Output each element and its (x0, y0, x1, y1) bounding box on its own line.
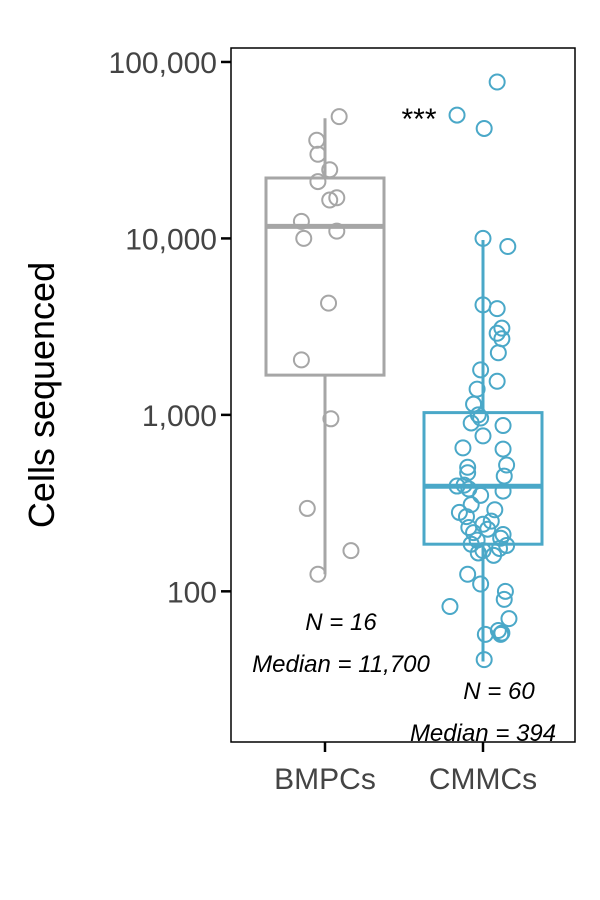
data-point (309, 173, 327, 191)
data-point (488, 300, 506, 318)
data-point (448, 106, 466, 124)
data-point (486, 501, 504, 519)
data-point (459, 565, 477, 583)
data-point (342, 542, 360, 560)
data-point (474, 427, 492, 445)
data-point (328, 189, 346, 207)
data-point (309, 565, 327, 583)
data-point (493, 319, 511, 337)
data-point (321, 191, 339, 209)
data-point (460, 519, 478, 537)
data-point (454, 439, 472, 457)
x-tick-label: CMMCs (429, 763, 537, 796)
plot-panel (230, 47, 576, 743)
x-axis: BMPCs CMMCs (274, 742, 537, 796)
data-point (465, 395, 483, 413)
data-point (475, 651, 493, 669)
data-point (474, 229, 492, 247)
data-point (455, 476, 473, 494)
data-point (292, 212, 310, 230)
y-axis: 100 1,000 10,000 100,000 (109, 47, 231, 609)
data-point (292, 351, 310, 369)
data-point (476, 625, 494, 643)
data-point (309, 145, 327, 163)
data-point (308, 131, 326, 149)
data-point (322, 410, 340, 428)
data-point (459, 458, 477, 476)
data-point (495, 590, 513, 608)
data-point (485, 546, 503, 564)
median-label: Median = 394 (410, 720, 556, 747)
box-group-bmpcs: N = 16 Median = 11,700 (252, 108, 430, 678)
x-tick-label: BMPCs (274, 763, 376, 796)
data-point (488, 372, 506, 390)
data-point (498, 456, 516, 474)
y-tick-label: 100 (167, 576, 217, 609)
data-point (448, 477, 466, 495)
data-point (494, 440, 512, 458)
data-point (459, 464, 477, 482)
data-point (496, 582, 514, 600)
box-group-cmmcs: N = 60 Median = 394 (410, 73, 556, 747)
data-point (328, 222, 346, 240)
data-point (488, 73, 506, 91)
data-point (494, 482, 512, 500)
data-point (321, 161, 339, 179)
n-label: N = 16 (305, 609, 377, 636)
data-point (488, 324, 506, 342)
box-groups: N = 16 Median = 11,700 N = 60 Median = 394 (252, 73, 556, 747)
data-point (320, 294, 338, 312)
data-point (295, 229, 313, 247)
n-label: N = 60 (463, 678, 535, 705)
iqr-box (264, 176, 386, 377)
y-tick-label: 1,000 (142, 400, 217, 433)
data-point (472, 486, 490, 504)
median-label: Median = 11,700 (252, 651, 430, 678)
data-point (500, 610, 518, 628)
data-point (462, 414, 480, 432)
data-point (493, 624, 511, 642)
data-point (457, 508, 475, 526)
data-point (298, 499, 316, 517)
significance-label: *** (401, 103, 436, 136)
y-tick-label: 100,000 (109, 47, 217, 80)
data-point (441, 598, 459, 616)
data-point (489, 344, 507, 362)
data-point (494, 417, 512, 435)
data-point (330, 108, 348, 126)
data-point (482, 512, 500, 530)
data-point (475, 119, 493, 137)
data-point (472, 361, 490, 379)
data-point (499, 237, 517, 255)
y-axis-title: Cells sequenced (21, 262, 62, 528)
y-tick-label: 10,000 (125, 223, 217, 256)
data-point (472, 575, 490, 593)
data-point (472, 409, 490, 427)
